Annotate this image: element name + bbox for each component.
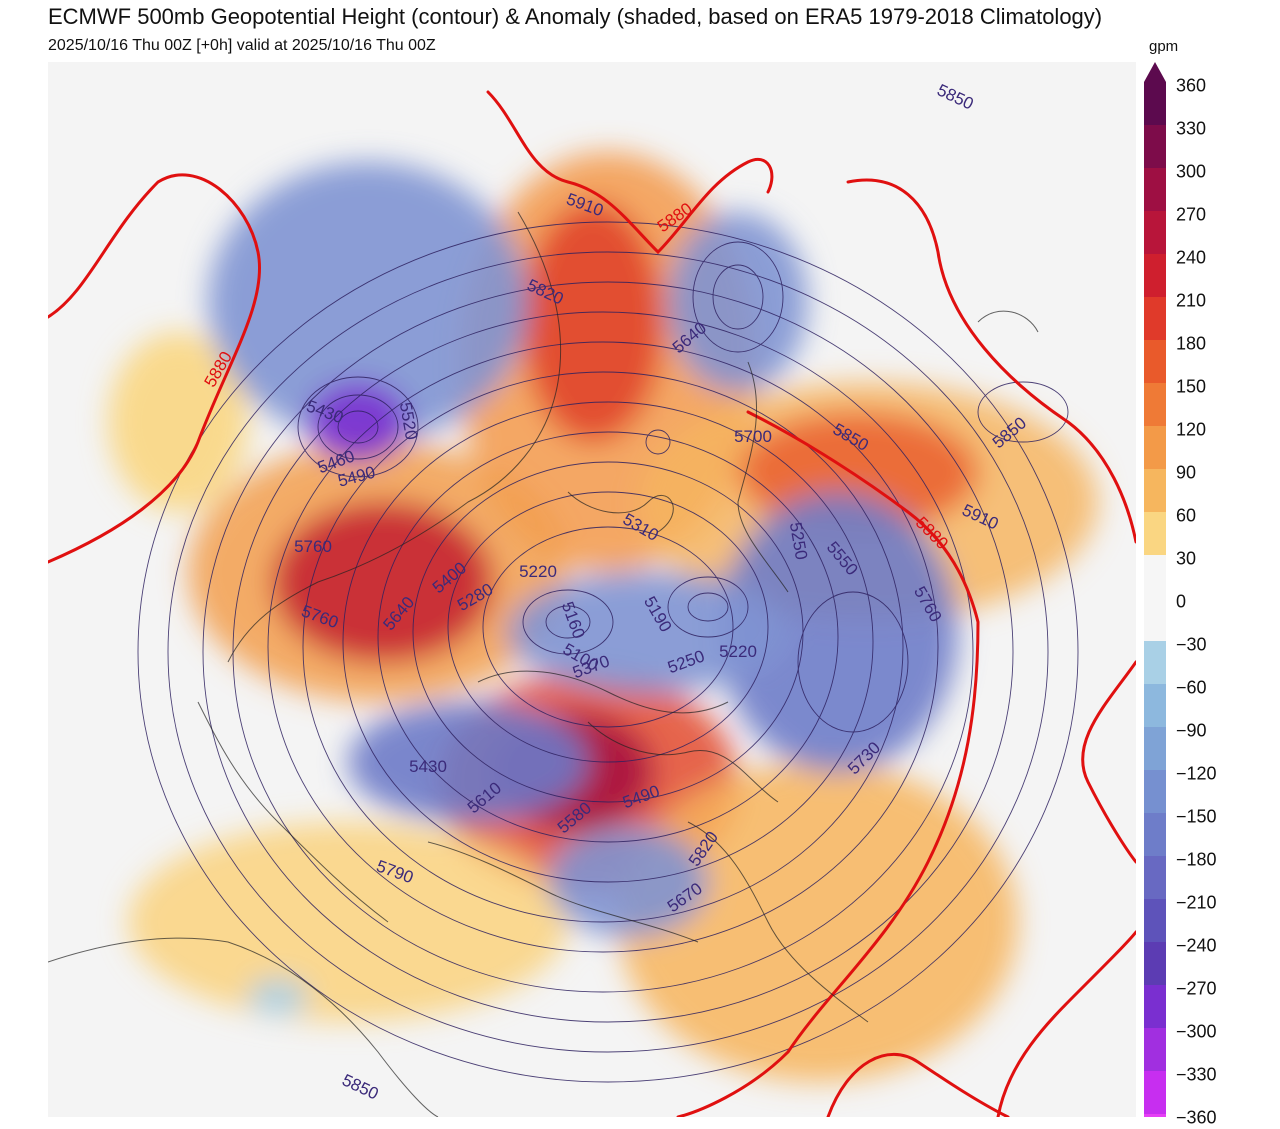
colorbar-block [1144,598,1166,642]
colorbar-block [1144,383,1166,427]
contour-label: 5850 [934,80,976,113]
colorbar-label: 90 [1176,462,1197,483]
contour-label: 5760 [294,537,332,556]
colorbar-label: 330 [1176,118,1207,139]
positive-anomaly-north-pacific-core [523,202,663,442]
map-panel: 5850 5910 5880 5820 5640 5880 5430 5460 5520 5490… [48,62,1136,1117]
colorbar-block [1144,168,1166,212]
positive-anomaly-pacific-west [108,332,248,512]
colorbar-label: −90 [1176,720,1207,741]
colorbar-label: 270 [1176,204,1207,225]
colorbar-block [1144,254,1166,298]
positive-anomaly-north-america [618,762,1018,1082]
colorbar-block [1144,856,1166,900]
colorbar-block [1144,297,1166,341]
colorbar-unit: gpm [1149,38,1179,55]
colorbar-block [1144,555,1166,599]
colorbar-block [1144,512,1166,556]
positive-anomaly-east-asia-core [273,502,493,662]
negative-anomaly-arctic [508,572,788,692]
positive-anomaly-siberia [128,822,568,1022]
colorbar-block [1144,469,1166,513]
colorbar-label: 150 [1176,376,1207,397]
colorbar-label: 210 [1176,290,1207,311]
negative-anomaly-small [248,979,308,1015]
negative-anomaly-siberia [348,702,588,822]
colorbar-block [1144,340,1166,384]
colorbar-label: 360 [1176,75,1207,96]
valid-time: 2025/10/16 Thu 00Z [+0h] valid at 2025/1… [48,37,436,54]
chart-title: ECMWF 500mb Geopotential Height (contour… [48,4,1103,29]
colorbar-label: 240 [1176,247,1207,268]
negative-anomaly-gulf-alaska [208,162,528,442]
colorbar-label: 300 [1176,161,1207,182]
colorbar-block [1144,813,1166,857]
colorbar-block [1144,1114,1166,1117]
colorbar-label: −240 [1176,935,1217,956]
colorbar-block [1144,211,1166,255]
colorbar-label: 30 [1176,548,1197,569]
colorbar-block [1144,641,1166,685]
negative-anomaly-gulf-alaska-core [308,382,408,462]
colorbar-block [1144,1028,1166,1072]
contour-5880 [48,90,1136,1117]
colorbar-cap [1144,62,1166,82]
colorbar-block [1144,1071,1166,1115]
colorbar-label: 60 [1176,505,1197,526]
colorbar-label: −330 [1176,1064,1217,1085]
contour-label: 5700 [734,427,772,446]
colorbar-block [1144,899,1166,943]
colorbar-block [1144,82,1166,126]
negative-anomaly-scandinavia [548,827,708,937]
colorbar-block [1144,770,1166,814]
colorbar-block [1144,985,1166,1029]
colorbar-block [1144,684,1166,728]
colorbar-label: −120 [1176,763,1217,784]
contour-label: 5220 [719,642,757,661]
colorbar-label: −360 [1176,1107,1217,1128]
contour-label: 5430 [409,757,447,776]
colorbar-label: −270 [1176,978,1217,999]
colorbar [1144,62,1166,1117]
colorbar-label: 0 [1176,591,1187,612]
colorbar-block [1144,942,1166,986]
height-contours [137,221,1079,1083]
colorbar-label: 120 [1176,419,1207,440]
coastlines [48,211,1039,1117]
contour-label: 5850 [339,1070,381,1103]
contour-label: 5220 [519,562,557,581]
colorbar-block [1144,125,1166,169]
colorbar-label: −60 [1176,677,1207,698]
colorbar-block [1144,727,1166,771]
colorbar-labels: 360 330 300 270 240 210 180 150 120 90 60 30 0 −30 −60… [1176,62,1280,1128]
colorbar-label: −30 [1176,634,1207,655]
colorbar-label: −180 [1176,849,1217,870]
colorbar-label: −210 [1176,892,1217,913]
anomaly-shading [108,152,1098,1082]
colorbar-label: −150 [1176,806,1217,827]
colorbar-label: 180 [1176,333,1207,354]
colorbar-block [1144,426,1166,470]
colorbar-label: −300 [1176,1021,1217,1042]
